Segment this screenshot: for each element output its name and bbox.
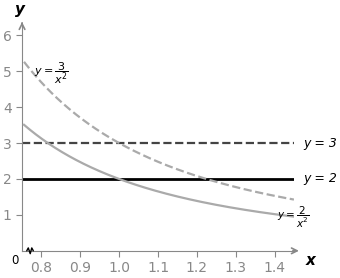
Text: $y = \dfrac{3}{x^2}$: $y = \dfrac{3}{x^2}$ (34, 61, 69, 86)
Text: y = 2: y = 2 (304, 172, 338, 185)
Text: y = 3: y = 3 (304, 136, 338, 150)
Text: 0: 0 (11, 254, 18, 267)
Text: y: y (15, 3, 25, 18)
Text: $y = \dfrac{2}{x^2}$: $y = \dfrac{2}{x^2}$ (277, 205, 309, 230)
Text: x: x (306, 253, 316, 268)
